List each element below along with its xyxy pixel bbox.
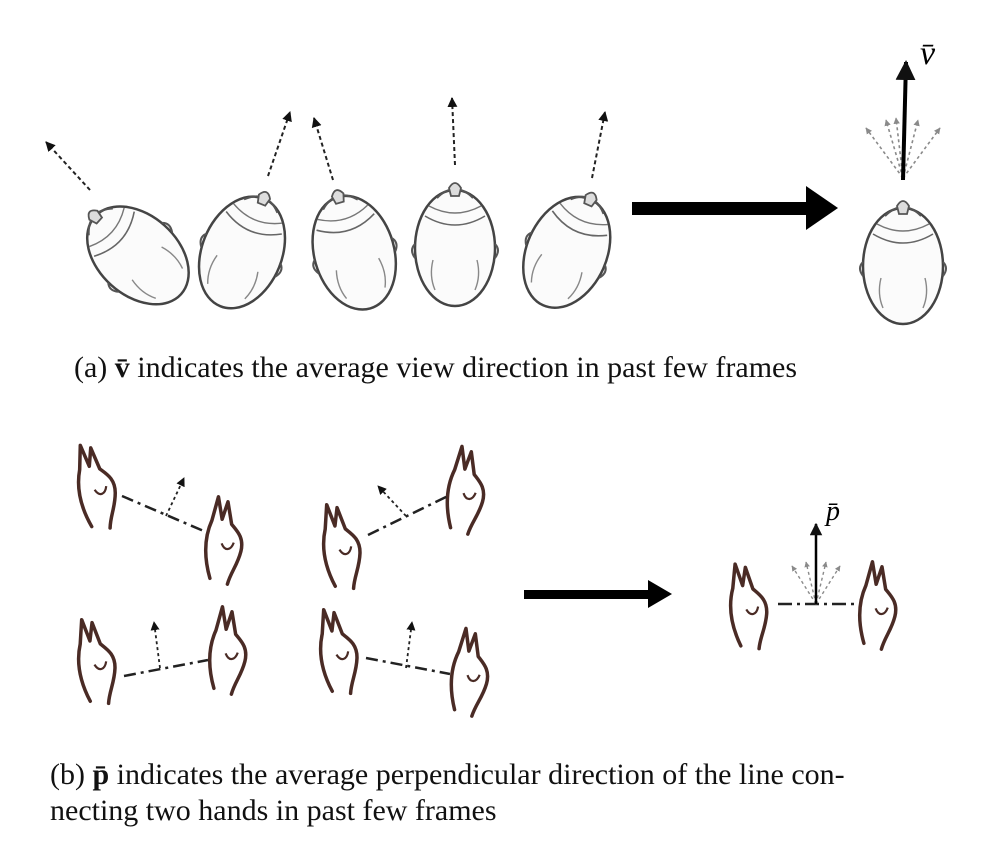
view-arrow-4 xyxy=(447,97,458,166)
average-head-sketch xyxy=(858,199,948,326)
head-sketch-2 xyxy=(179,174,308,324)
hand-pair-3 xyxy=(72,604,253,708)
caption-a-symbol: v̄ xyxy=(114,351,130,384)
view-arrow-1 xyxy=(45,141,91,191)
head-sketch-5 xyxy=(502,174,634,325)
caption-a-text: indicates the average view direction in … xyxy=(137,351,798,384)
hand-pair-2 xyxy=(317,443,492,593)
caption-b: (b) p̄ indicates the average perpendicul… xyxy=(50,757,960,829)
transition-arrow-a xyxy=(632,186,838,230)
view-arrow-5 xyxy=(591,111,609,179)
head-sketch-3 xyxy=(293,177,413,322)
hand-pair-4 xyxy=(314,604,496,720)
view-arrow-2 xyxy=(267,111,292,177)
v-bar-label: v̄ xyxy=(920,35,936,72)
p-bar-label: p̄ xyxy=(824,496,840,527)
head-sketch-4 xyxy=(410,181,500,308)
average-view-arrow xyxy=(895,60,916,181)
transition-arrow-b xyxy=(524,580,672,608)
hand-pair-1 xyxy=(71,439,249,588)
view-arrow-3 xyxy=(311,117,334,181)
head-sketch-1 xyxy=(59,178,212,328)
faint-view-arrows xyxy=(865,117,941,179)
caption-a: (a) v̄ indicates the average view direct… xyxy=(74,350,797,386)
average-hand-pair xyxy=(725,522,903,653)
caption-b-text-line2: necting two hands in past few frames xyxy=(50,794,497,827)
caption-b-prefix: (b) xyxy=(50,758,85,791)
caption-b-symbol: p̄ xyxy=(92,758,110,791)
caption-b-text-line1: indicates the average perpendicular dire… xyxy=(116,758,845,791)
caption-a-prefix: (a) xyxy=(74,351,108,384)
